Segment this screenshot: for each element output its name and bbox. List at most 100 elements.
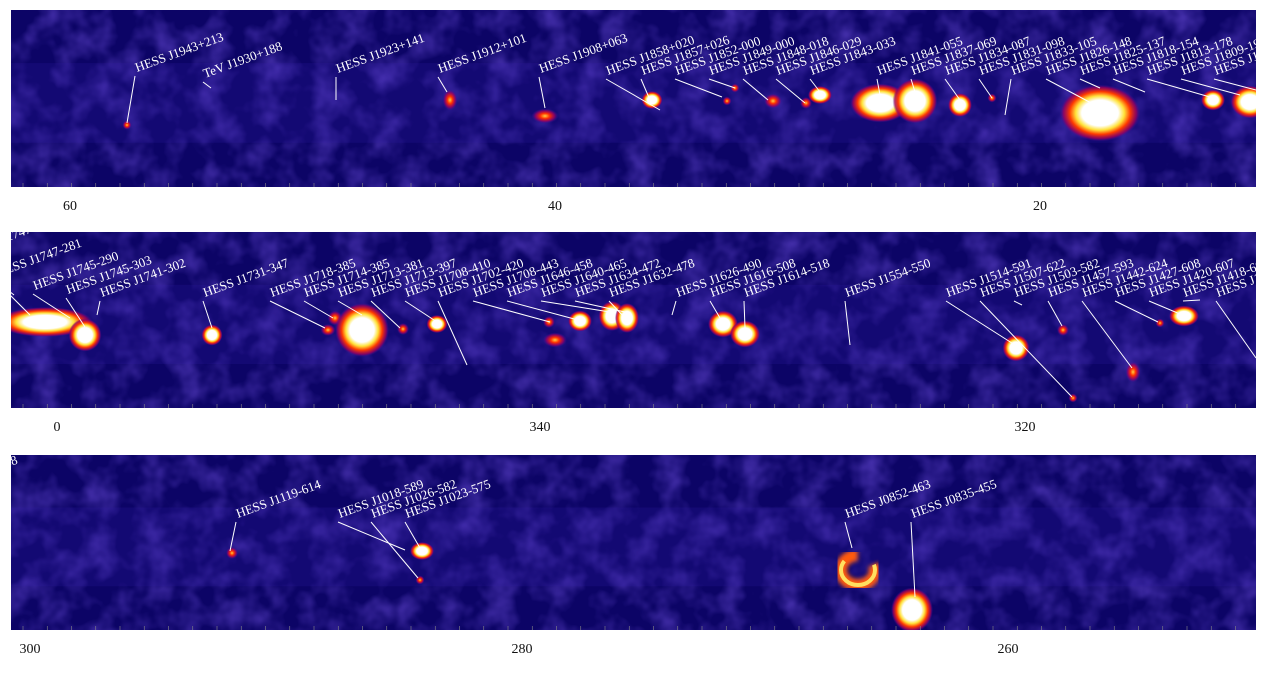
source-emission — [397, 323, 409, 335]
leader-line — [472, 300, 551, 323]
diffuse-emission — [11, 455, 1256, 630]
source-emission — [442, 89, 458, 111]
leader-line — [1079, 78, 1101, 89]
diffuse-emission — [11, 10, 1256, 187]
leader-line — [404, 300, 438, 323]
source-emission — [543, 332, 567, 348]
axis-label: 60 — [63, 199, 77, 214]
source-emission — [568, 310, 592, 332]
leader-line — [1180, 78, 1241, 96]
source-emission — [426, 315, 448, 333]
leader-line — [540, 300, 611, 313]
leader-line — [1081, 300, 1133, 369]
leader-line — [1114, 300, 1159, 323]
leader-line — [1215, 300, 1256, 359]
source-emission — [800, 97, 812, 109]
leader-line — [844, 521, 853, 549]
shell-core — [839, 553, 877, 587]
source-emission — [335, 303, 389, 357]
leader-line — [709, 300, 721, 319]
axis-label: 40 — [548, 199, 562, 214]
leader-line — [775, 78, 806, 104]
leader-line — [370, 521, 419, 579]
axis-label: 20 — [1033, 199, 1047, 214]
axis-label: 260 — [998, 642, 1019, 657]
plane-glow — [11, 507, 1256, 587]
leader-line — [506, 300, 579, 321]
source-emission — [68, 318, 102, 352]
source-emission — [320, 324, 336, 336]
leader-line — [640, 78, 651, 101]
leader-line — [1013, 300, 1023, 306]
leader-line — [269, 300, 326, 329]
source-label: 638 — [0, 452, 19, 473]
source-emission — [808, 86, 832, 104]
leader-line — [303, 300, 334, 319]
leader-line — [708, 78, 736, 89]
axis-label: 280 — [512, 642, 533, 657]
leader-line — [1112, 78, 1146, 93]
leader-line — [126, 75, 136, 124]
leader-line — [978, 78, 993, 99]
leader-line — [437, 76, 448, 93]
leader-line — [945, 300, 1016, 346]
leader-line — [337, 300, 363, 316]
leader-line — [944, 78, 961, 101]
leader-line — [96, 300, 101, 316]
leader-line — [337, 521, 406, 551]
leader-line — [11, 295, 31, 316]
leader-line — [671, 300, 677, 316]
source-emission — [1230, 85, 1256, 119]
leader-line — [605, 78, 661, 111]
source-emission — [1201, 89, 1225, 111]
source-emission — [891, 587, 933, 630]
source-emission — [722, 96, 732, 106]
leader-line — [742, 78, 769, 101]
leader-line — [574, 300, 626, 313]
axis-label: 320 — [1015, 420, 1036, 435]
source-emission — [1169, 305, 1199, 327]
leader-line — [743, 300, 746, 329]
leader-line — [32, 293, 71, 319]
leader-line — [809, 78, 821, 93]
leader-line — [608, 300, 626, 319]
leader-line — [1148, 300, 1181, 315]
source-emission — [1059, 84, 1141, 142]
leader-line — [404, 521, 421, 549]
source-emission — [1155, 318, 1165, 328]
leader-line — [1045, 78, 1096, 106]
plane-glow — [11, 63, 1256, 143]
leader-line — [1213, 78, 1256, 91]
leader-line — [979, 300, 1073, 398]
leader-line — [1047, 300, 1063, 327]
source-emission — [615, 303, 639, 333]
source-emission — [531, 108, 559, 124]
leader-line — [910, 78, 916, 93]
leader-line — [876, 78, 881, 96]
leader-line — [1004, 78, 1012, 116]
source-emission — [730, 320, 760, 348]
leader-line — [202, 300, 213, 329]
leader-line — [229, 521, 237, 552]
source-emission — [892, 78, 938, 124]
leader-line — [674, 78, 723, 98]
leader-line — [65, 297, 86, 328]
source-emission — [1125, 361, 1141, 383]
source-emission — [1057, 324, 1069, 336]
source-emission — [948, 93, 972, 117]
leader-line — [1182, 299, 1201, 302]
leader-line — [1146, 78, 1211, 98]
axis-label: 0 — [54, 420, 61, 435]
leader-line — [437, 300, 468, 366]
source-emission — [764, 93, 782, 109]
axis-label: 300 — [20, 642, 41, 657]
leader-line — [538, 76, 546, 109]
leader-line — [910, 521, 916, 598]
source-emission — [122, 120, 132, 130]
leader-line — [844, 300, 851, 346]
source-emission — [201, 324, 223, 346]
